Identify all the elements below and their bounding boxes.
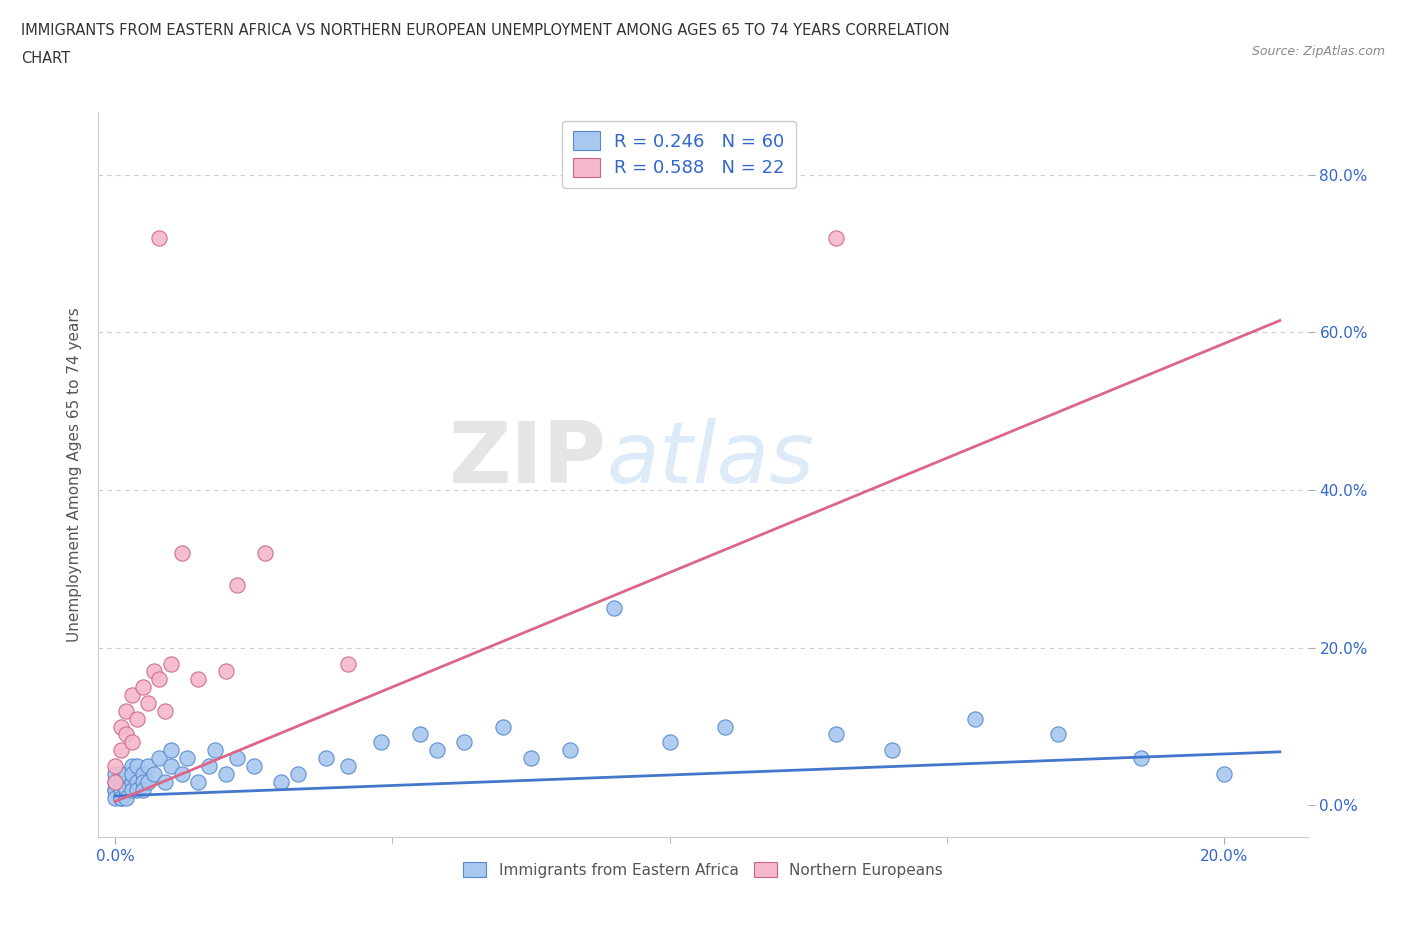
Point: [492, 719, 515, 734]
Point: [315, 751, 337, 765]
Point: [453, 735, 475, 750]
Point: [110, 719, 132, 734]
Point: [142, 766, 165, 781]
Point: [138, 775, 160, 790]
Point: [215, 664, 238, 679]
Point: [426, 743, 449, 758]
Point: [115, 727, 138, 742]
Point: [115, 782, 138, 797]
Point: [242, 759, 264, 774]
Point: [270, 775, 292, 790]
Point: [153, 775, 176, 790]
Point: [110, 775, 132, 790]
Point: [138, 696, 160, 711]
Point: [115, 766, 138, 781]
Point: [104, 766, 127, 781]
Point: [170, 766, 193, 781]
Point: [132, 680, 155, 695]
Point: [132, 766, 155, 781]
Point: [127, 711, 149, 726]
Point: [148, 751, 170, 765]
Point: [115, 703, 138, 718]
Point: [226, 751, 249, 765]
Point: [520, 751, 543, 765]
Point: [409, 727, 432, 742]
Point: [110, 766, 132, 781]
Point: [121, 782, 143, 797]
Point: [110, 782, 132, 797]
Point: [153, 703, 176, 718]
Point: [880, 743, 903, 758]
Point: [115, 790, 138, 805]
Point: [138, 759, 160, 774]
Point: [110, 790, 132, 805]
Point: [253, 546, 276, 561]
Point: [1213, 766, 1236, 781]
Point: [110, 790, 132, 805]
Point: [121, 735, 143, 750]
Point: [110, 743, 132, 758]
Point: [963, 711, 986, 726]
Point: [104, 759, 127, 774]
Point: [204, 743, 226, 758]
Point: [104, 775, 127, 790]
Point: [148, 671, 170, 686]
Point: [198, 759, 221, 774]
Point: [558, 743, 581, 758]
Point: [337, 656, 360, 671]
Point: [187, 775, 209, 790]
Text: IMMIGRANTS FROM EASTERN AFRICA VS NORTHERN EUROPEAN UNEMPLOYMENT AMONG AGES 65 T: IMMIGRANTS FROM EASTERN AFRICA VS NORTHE…: [21, 23, 949, 38]
Point: [187, 671, 209, 686]
Point: [104, 790, 127, 805]
Point: [825, 231, 848, 246]
Point: [121, 766, 143, 781]
Point: [127, 782, 149, 797]
Text: CHART: CHART: [21, 51, 70, 66]
Point: [115, 775, 138, 790]
Point: [121, 775, 143, 790]
Point: [370, 735, 392, 750]
Text: Source: ZipAtlas.com: Source: ZipAtlas.com: [1251, 45, 1385, 58]
Y-axis label: Unemployment Among Ages 65 to 74 years: Unemployment Among Ages 65 to 74 years: [66, 307, 82, 642]
Point: [159, 656, 181, 671]
Point: [127, 759, 149, 774]
Legend: Immigrants from Eastern Africa, Northern Europeans: Immigrants from Eastern Africa, Northern…: [457, 856, 949, 884]
Point: [148, 231, 170, 246]
Point: [658, 735, 681, 750]
Point: [104, 775, 127, 790]
Point: [176, 751, 198, 765]
Point: [825, 727, 848, 742]
Point: [110, 782, 132, 797]
Text: ZIP: ZIP: [449, 418, 606, 501]
Point: [287, 766, 309, 781]
Point: [121, 759, 143, 774]
Point: [714, 719, 737, 734]
Point: [104, 782, 127, 797]
Point: [142, 664, 165, 679]
Text: atlas: atlas: [606, 418, 814, 501]
Point: [159, 743, 181, 758]
Point: [215, 766, 238, 781]
Point: [1130, 751, 1153, 765]
Point: [127, 775, 149, 790]
Point: [104, 782, 127, 797]
Point: [121, 687, 143, 702]
Point: [1046, 727, 1069, 742]
Point: [170, 546, 193, 561]
Point: [226, 578, 249, 592]
Point: [337, 759, 360, 774]
Point: [159, 759, 181, 774]
Point: [132, 775, 155, 790]
Point: [603, 601, 626, 616]
Point: [132, 782, 155, 797]
